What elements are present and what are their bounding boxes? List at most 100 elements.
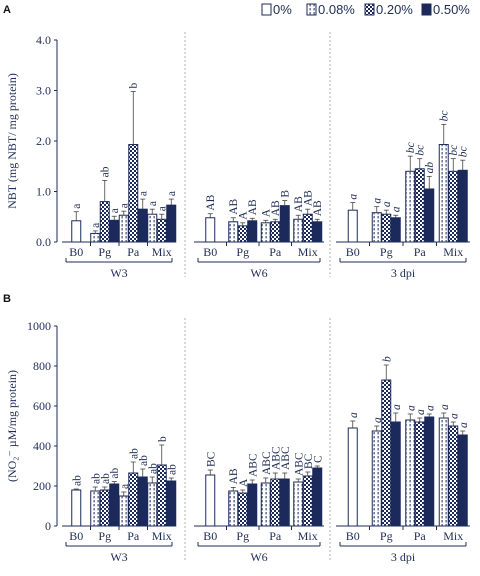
legend-label-1: 0.08%	[318, 2, 355, 17]
bar	[371, 212, 382, 243]
chart-panel-a: 0.0 1.0 2.0 3.0 4.0 NBT (mg NBT/ mg protein) a…	[5, 32, 470, 280]
significance-letter: a	[391, 206, 403, 212]
significance-letter: a	[119, 484, 131, 489]
bar	[147, 213, 158, 243]
x-category-label: B0	[203, 245, 217, 259]
significance-letter: AB	[270, 200, 282, 216]
legend: 0% 0.08% 0.20% 0.50%	[261, 2, 470, 17]
bar	[228, 490, 239, 527]
significance-letter: bc	[405, 142, 417, 153]
panel-label-b: B	[3, 293, 11, 305]
bar	[279, 478, 290, 527]
bar	[457, 434, 468, 527]
significance-letter: b	[157, 436, 169, 442]
significance-letter: A	[238, 478, 250, 487]
bar	[237, 492, 248, 527]
significance-letter: a	[157, 206, 169, 211]
significance-letter: ABC	[261, 451, 273, 475]
bar	[279, 205, 290, 243]
bar	[109, 483, 120, 527]
bar	[147, 482, 158, 527]
bar	[166, 480, 177, 527]
bar	[71, 220, 82, 243]
bar	[381, 213, 392, 243]
bar	[166, 204, 177, 243]
significance-letter: AB	[247, 199, 259, 215]
y-tick-label: 0.0	[36, 235, 51, 249]
bar	[347, 209, 358, 243]
x-category-label: Mix	[443, 529, 463, 543]
significance-letter: a	[448, 413, 460, 419]
legend-label-2: 0.20%	[376, 2, 413, 17]
y-tick-label: 800	[33, 359, 51, 373]
significance-letter: ab	[90, 473, 102, 484]
bar	[371, 430, 382, 527]
bar	[347, 427, 358, 527]
x-group-label: 3 dpi	[391, 550, 416, 564]
bar	[228, 221, 239, 243]
bar	[438, 417, 449, 527]
bar	[156, 464, 167, 527]
bar	[137, 208, 148, 243]
bar	[414, 421, 425, 527]
significance-letter: b	[381, 356, 393, 362]
bar	[438, 144, 449, 243]
significance-letter: b	[128, 83, 140, 89]
significance-letter: AB	[228, 468, 240, 484]
significance-letter: a	[119, 203, 131, 208]
bar	[118, 495, 129, 527]
significance-letter: ab	[138, 455, 150, 466]
x-category-label: B0	[69, 529, 83, 543]
bar	[302, 475, 313, 527]
bar	[128, 144, 139, 243]
significance-letter: AB	[205, 194, 217, 210]
bar	[270, 221, 281, 243]
x-group-label: W6	[250, 550, 267, 564]
legend-swatch-2	[364, 3, 375, 16]
significance-letter: a	[405, 405, 417, 411]
significance-letter: ab	[166, 464, 178, 475]
significance-letter: bc	[458, 146, 470, 157]
significance-letter: ABC	[280, 446, 292, 470]
significance-letter: bc	[439, 110, 451, 121]
bar	[312, 467, 323, 527]
bar	[156, 218, 167, 243]
x-category-label: Pa	[414, 245, 427, 259]
x-category-label: Pa	[269, 245, 282, 259]
legend-swatch-3	[421, 3, 432, 16]
x-category-label: Pa	[269, 529, 282, 543]
significance-letter: a	[71, 204, 83, 209]
panel-label-a: A	[3, 4, 11, 16]
bar	[414, 168, 425, 243]
x-category-label: Mix	[298, 529, 318, 543]
bar	[90, 490, 101, 527]
y-axis-title: NBT (mg NBT/ mg protein)	[5, 73, 19, 209]
x-category-label: Pg	[380, 529, 393, 543]
significance-letter: ab	[424, 162, 436, 174]
bar	[260, 222, 271, 243]
y-tick-label: 1.0	[36, 185, 51, 199]
x-category-label: Mix	[152, 529, 172, 543]
bar	[312, 221, 323, 243]
bar	[390, 217, 401, 243]
significance-letter: ABC	[247, 453, 259, 477]
significance-letter: B	[280, 190, 292, 198]
significance-letter: C	[312, 455, 324, 463]
significance-letter: a	[348, 194, 360, 200]
significance-letter: a	[415, 409, 427, 415]
bar	[448, 425, 459, 527]
x-category-label: Pa	[127, 529, 140, 543]
x-category-label: B0	[346, 529, 360, 543]
x-group-label: 3 dpi	[391, 266, 416, 280]
bar	[270, 478, 281, 527]
significance-letter: a	[109, 208, 121, 213]
bar	[71, 489, 82, 527]
y-tick-label: 600	[33, 399, 51, 413]
x-category-label: Pa	[127, 245, 140, 259]
x-category-label: Mix	[443, 245, 463, 259]
bar	[448, 170, 459, 243]
significance-letter: ab	[109, 467, 121, 478]
x-category-label: Mix	[152, 245, 172, 259]
significance-letter: AB	[228, 198, 240, 214]
